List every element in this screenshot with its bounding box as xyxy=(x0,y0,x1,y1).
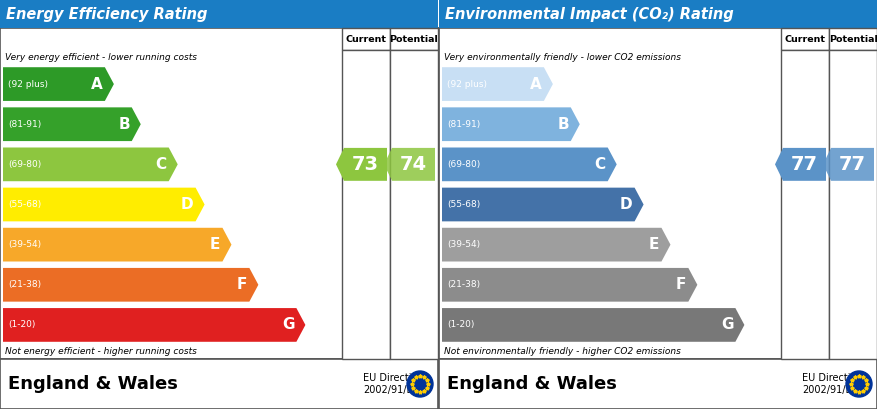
Text: (55-68): (55-68) xyxy=(447,200,481,209)
Polygon shape xyxy=(442,148,617,181)
Text: G: G xyxy=(282,317,295,333)
Polygon shape xyxy=(3,67,114,101)
Polygon shape xyxy=(442,268,697,302)
Text: Very environmentally friendly - lower CO2 emissions: Very environmentally friendly - lower CO… xyxy=(444,52,681,61)
Bar xyxy=(439,359,877,409)
Polygon shape xyxy=(442,228,671,261)
Text: D: D xyxy=(181,197,194,212)
Bar xyxy=(781,28,829,50)
Text: 74: 74 xyxy=(400,155,427,174)
Polygon shape xyxy=(3,107,141,141)
Bar xyxy=(829,28,877,50)
Polygon shape xyxy=(3,308,305,342)
Text: F: F xyxy=(676,277,687,292)
Circle shape xyxy=(846,371,872,397)
Bar xyxy=(0,359,438,409)
Text: (81-91): (81-91) xyxy=(8,120,41,129)
Circle shape xyxy=(407,371,433,397)
Text: A: A xyxy=(91,76,103,92)
Polygon shape xyxy=(336,148,387,181)
Text: G: G xyxy=(721,317,733,333)
Polygon shape xyxy=(3,228,232,261)
Text: D: D xyxy=(620,197,632,212)
Text: (39-54): (39-54) xyxy=(8,240,41,249)
Polygon shape xyxy=(3,188,204,221)
Text: (69-80): (69-80) xyxy=(8,160,41,169)
Text: EU Directive: EU Directive xyxy=(363,373,424,383)
Text: Potential: Potential xyxy=(389,34,438,43)
Text: (69-80): (69-80) xyxy=(447,160,481,169)
Text: (21-38): (21-38) xyxy=(447,280,480,289)
Text: (92 plus): (92 plus) xyxy=(8,80,48,89)
Bar xyxy=(342,28,390,50)
Bar xyxy=(439,0,877,28)
Text: Very energy efficient - lower running costs: Very energy efficient - lower running co… xyxy=(5,52,197,61)
Polygon shape xyxy=(442,308,745,342)
Text: Energy Efficiency Rating: Energy Efficiency Rating xyxy=(6,7,208,22)
Text: E: E xyxy=(210,237,220,252)
Polygon shape xyxy=(3,268,259,302)
Text: C: C xyxy=(595,157,606,172)
Bar xyxy=(0,28,438,359)
Polygon shape xyxy=(823,148,874,181)
Bar xyxy=(0,0,438,28)
Text: 2002/91/EC: 2002/91/EC xyxy=(363,385,419,395)
Polygon shape xyxy=(442,107,580,141)
Text: 73: 73 xyxy=(352,155,379,174)
Text: C: C xyxy=(155,157,167,172)
Text: (39-54): (39-54) xyxy=(447,240,480,249)
Text: B: B xyxy=(557,117,569,132)
Polygon shape xyxy=(384,148,435,181)
Bar xyxy=(390,28,438,50)
Text: A: A xyxy=(530,76,542,92)
Bar xyxy=(439,28,877,359)
Text: 2002/91/EC: 2002/91/EC xyxy=(802,385,859,395)
Polygon shape xyxy=(3,148,178,181)
Text: Current: Current xyxy=(346,34,387,43)
Text: (1-20): (1-20) xyxy=(447,320,474,329)
Text: (55-68): (55-68) xyxy=(8,200,41,209)
Text: Potential: Potential xyxy=(829,34,877,43)
Text: Not environmentally friendly - higher CO2 emissions: Not environmentally friendly - higher CO… xyxy=(444,348,681,357)
Text: B: B xyxy=(118,117,130,132)
Bar xyxy=(390,50,438,359)
Bar xyxy=(342,50,390,359)
Polygon shape xyxy=(775,148,826,181)
Text: Current: Current xyxy=(785,34,825,43)
Text: Environmental Impact (CO₂) Rating: Environmental Impact (CO₂) Rating xyxy=(445,7,734,22)
Bar xyxy=(781,50,829,359)
Polygon shape xyxy=(442,67,553,101)
Text: 77: 77 xyxy=(839,155,866,174)
Bar xyxy=(829,50,877,359)
Text: Not energy efficient - higher running costs: Not energy efficient - higher running co… xyxy=(5,348,196,357)
Text: EU Directive: EU Directive xyxy=(802,373,862,383)
Text: 77: 77 xyxy=(791,155,818,174)
Text: (21-38): (21-38) xyxy=(8,280,41,289)
Text: England & Wales: England & Wales xyxy=(447,375,617,393)
Text: E: E xyxy=(649,237,660,252)
Text: (81-91): (81-91) xyxy=(447,120,481,129)
Text: (1-20): (1-20) xyxy=(8,320,35,329)
Text: (92 plus): (92 plus) xyxy=(447,80,487,89)
Text: F: F xyxy=(237,277,247,292)
Text: England & Wales: England & Wales xyxy=(8,375,178,393)
Polygon shape xyxy=(442,188,644,221)
